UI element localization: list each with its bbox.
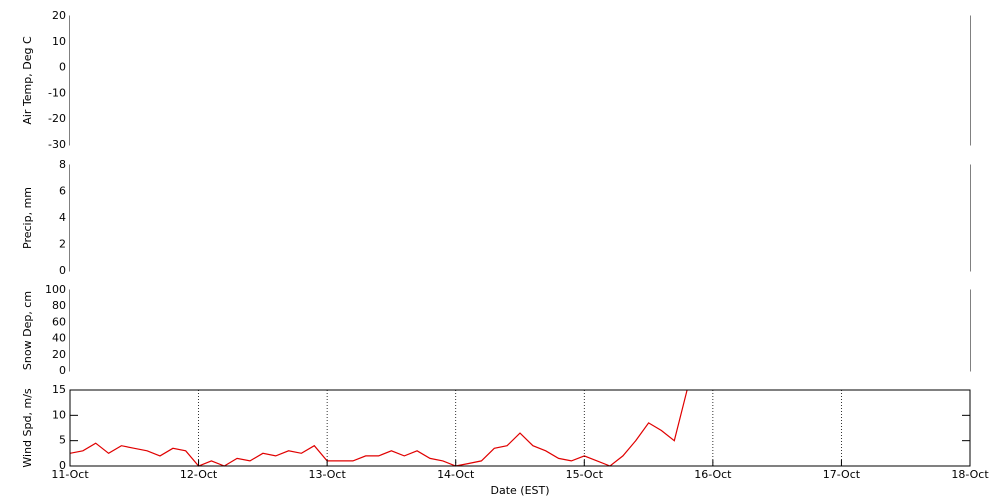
y-tick-label: 10 [52,35,66,48]
x-tick-label: 12-Oct [180,468,218,481]
y-tick-label: 0 [59,459,66,472]
x-tick-label: 18-Oct [951,468,989,481]
y-tick-label: -30 [48,138,66,151]
y-tick-label: 10 [52,408,66,421]
y-tick-label: 5 [59,434,66,447]
data-line [69,389,688,467]
y-tick-label: 100 [45,283,66,296]
y-axis-label: Snow Dep, cm [21,291,34,370]
x-tick-label: 15-Oct [566,468,604,481]
x-tick-label: 14-Oct [437,468,475,481]
y-tick-label: 2 [59,238,66,251]
y-tick-label: 40 [52,332,66,345]
y-tick-label: 20 [52,348,66,361]
y-tick-label: 60 [52,315,66,328]
y-tick-label: 4 [59,211,66,224]
x-tick-label: 11-Oct [51,468,89,481]
y-tick-label: 80 [52,299,66,312]
y-tick-label: -10 [48,86,66,99]
y-tick-label: -20 [48,112,66,125]
x-axis-label: Date (EST) [490,484,549,497]
y-tick-label: 0 [59,364,66,377]
y-axis-label: Precip, mm [21,187,34,249]
y-tick-label: 0 [59,264,66,277]
y-tick-label: 0 [59,61,66,74]
y-axis-label: Wind Spd, m/s [21,388,34,468]
y-tick-label: 20 [52,9,66,22]
x-tick-label: 16-Oct [694,468,732,481]
y-tick-label: 15 [52,383,66,396]
y-tick-label: 8 [59,158,66,171]
mask [70,0,970,390]
x-tick-label: 17-Oct [823,468,861,481]
plot-frame [69,389,971,467]
y-axis-label: Air Temp, Deg C [21,36,34,125]
x-tick-label: 13-Oct [308,468,346,481]
y-tick-label: 6 [59,185,66,198]
